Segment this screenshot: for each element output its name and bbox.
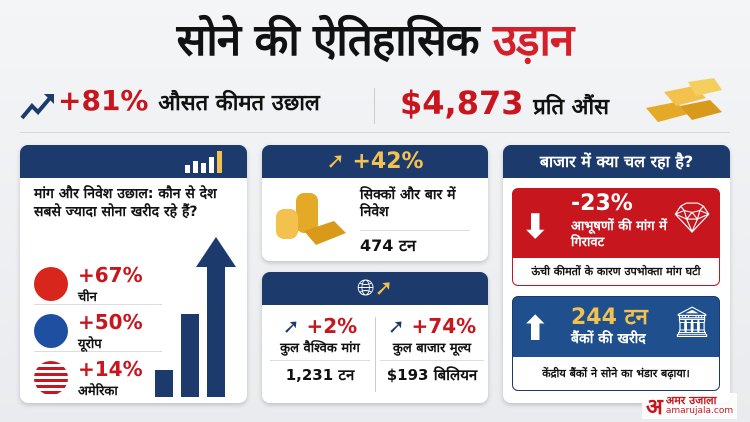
card-heading: बाजार में क्या चल रहा है? (503, 145, 730, 178)
usa-flag-icon (34, 361, 68, 395)
divider (374, 88, 375, 124)
global-demand-stat: ➚ +2% कुल वैश्विक मांग 1,231 टन (270, 314, 370, 385)
card-header: 🌐︎➚ (262, 272, 488, 305)
global-demand-card: 🌐︎➚ ➚ +2% कुल वैश्विक मांग 1,231 टन ➚ +7… (262, 272, 488, 403)
arrow-up-icon (196, 237, 236, 267)
countries-card: मांग और निवेश उछाल: कौन से देश सबसे ज्या… (20, 145, 247, 403)
country-row: +67% चीन (34, 263, 162, 305)
europe-globe-icon (34, 314, 68, 348)
country-row: +50% यूरोप (34, 310, 162, 352)
card-header (20, 145, 247, 178)
gold-bars-icon (646, 78, 722, 122)
china-flag-icon (34, 267, 68, 301)
bar-chart-icon (185, 151, 222, 173)
gold-coins-icon (276, 193, 346, 245)
chart-bar (207, 263, 225, 397)
chart-bar (181, 314, 199, 397)
banks-box: ⬆ 244 टन बैंकों की खरीद 🏛︎ केंद्रीय बैंक… (512, 296, 720, 391)
country-row: +14% अमेरिका (34, 357, 162, 399)
brand-logo: अ अमर उजाला amarujala.com (642, 393, 738, 420)
divider (375, 317, 376, 392)
market-value-stat: ➚ +74% कुल बाजार मूल्य $193 बिलियन (380, 314, 484, 385)
jewellery-box: ⬇ -23% आभूषणों की मांग में गिरावट 💎︎ ऊंच… (512, 188, 720, 286)
necklace-icon: 💎︎ (673, 201, 712, 236)
arrow-up-icon: ➚ (326, 149, 345, 174)
arrow-up-icon: ⬆ (521, 309, 550, 349)
arrow-down-icon: ⬇ (521, 207, 550, 247)
bank-building-icon: 🏛︎ (673, 305, 712, 340)
market-card: बाजार में क्या चल रहा है? ⬇ -23% आभूषणों… (503, 145, 730, 403)
card-heading: मांग और निवेश उछाल: कौन से देश सबसे ज्या… (34, 186, 217, 220)
divider (20, 132, 730, 133)
globe-trend-icon: 🌐︎➚ (356, 276, 394, 301)
price-stat: $4,873 प्रति औंस (400, 84, 610, 122)
arrow-up-icon: ➚ (282, 314, 300, 338)
coins-card: ➚ +42% सिक्कों और बार में निवेश 474 टन (262, 145, 488, 261)
arrow-up-icon: ➚ (387, 314, 405, 338)
chart-bar (155, 370, 173, 397)
price-change-stat: +81% औसत कीमत उछाल (58, 84, 320, 117)
trend-up-icon (20, 94, 54, 120)
page-title: सोने की ऐतिहासिक उड़ान (176, 15, 575, 66)
card-header: ➚ +42% (262, 145, 488, 178)
title-highlight: उड़ान (492, 15, 574, 66)
